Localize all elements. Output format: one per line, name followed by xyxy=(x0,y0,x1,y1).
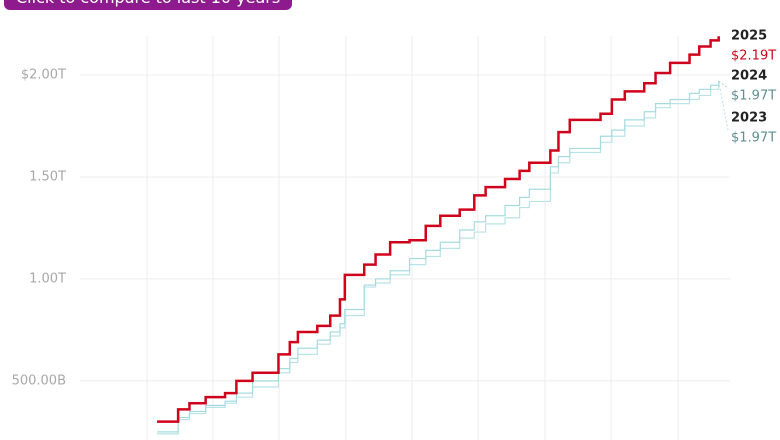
y-tick-label: 1.50T xyxy=(29,169,66,184)
label-connector xyxy=(718,80,729,89)
compare-button[interactable]: Click to compare to last 10 years xyxy=(4,0,293,10)
series-name: 2024 xyxy=(731,69,767,84)
series-name: 2023 xyxy=(731,111,767,126)
y-tick-label: 500.00B xyxy=(12,373,66,388)
label-connector xyxy=(718,81,729,131)
series-line xyxy=(157,36,720,423)
series-name: 2025 xyxy=(731,29,767,44)
y-tick-label: 1.00T xyxy=(29,271,66,286)
series-end-label: $1.97T xyxy=(731,131,776,146)
series-line xyxy=(157,81,720,433)
y-tick-label: $2.00T xyxy=(21,68,66,83)
series-end-label: $2.19T xyxy=(731,49,776,64)
series-end-label: $1.97T xyxy=(731,89,776,104)
vertical-grid xyxy=(146,36,679,440)
